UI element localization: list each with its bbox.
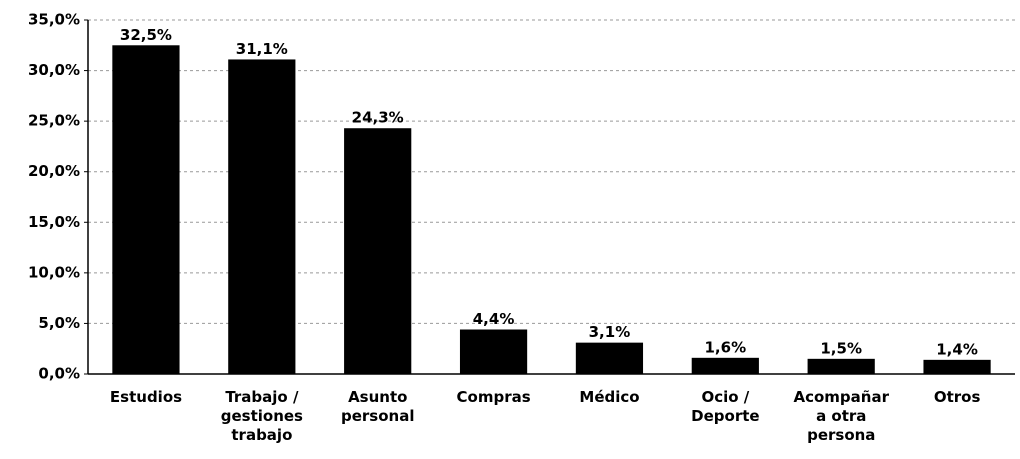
x-tick-label: Trabajo / gestiones trabajo: [220, 388, 303, 444]
bar: [691, 357, 759, 374]
data-label: 32,5%: [120, 26, 172, 44]
bar: [228, 59, 296, 375]
data-label: 1,6%: [705, 338, 747, 356]
x-tick-label: Compras: [456, 388, 531, 406]
y-tick-label: 5,0%: [38, 314, 80, 332]
data-label: 1,4%: [936, 340, 978, 358]
x-tick-label: Ocio / Deporte: [691, 388, 760, 425]
data-label: 1,5%: [820, 339, 862, 357]
y-tick-label: 20,0%: [28, 162, 80, 180]
x-tick-label: Asunto personal: [341, 388, 415, 425]
bar: [807, 358, 875, 374]
y-tick-label: 30,0%: [28, 61, 80, 79]
y-tick-label: 25,0%: [28, 112, 80, 130]
x-tick-label: Estudios: [109, 388, 183, 406]
bar: [112, 45, 180, 375]
bar: [575, 342, 644, 374]
y-tick-label: 35,0%: [28, 11, 80, 29]
y-tick-label: 15,0%: [28, 213, 80, 231]
x-tick-label: Acompañar a otra persona: [793, 388, 890, 444]
y-tick-label: 0,0%: [38, 365, 80, 383]
y-tick-label: 10,0%: [28, 263, 80, 281]
x-tick-label: Médico: [579, 388, 640, 406]
data-label: 24,3%: [352, 109, 404, 127]
bar: [344, 128, 412, 374]
data-label: 3,1%: [589, 323, 631, 341]
data-label: 31,1%: [236, 40, 288, 58]
bar: [459, 329, 528, 374]
x-tick-label: Otros: [933, 388, 981, 406]
data-label: 4,4%: [473, 310, 515, 328]
bar: [923, 359, 991, 374]
